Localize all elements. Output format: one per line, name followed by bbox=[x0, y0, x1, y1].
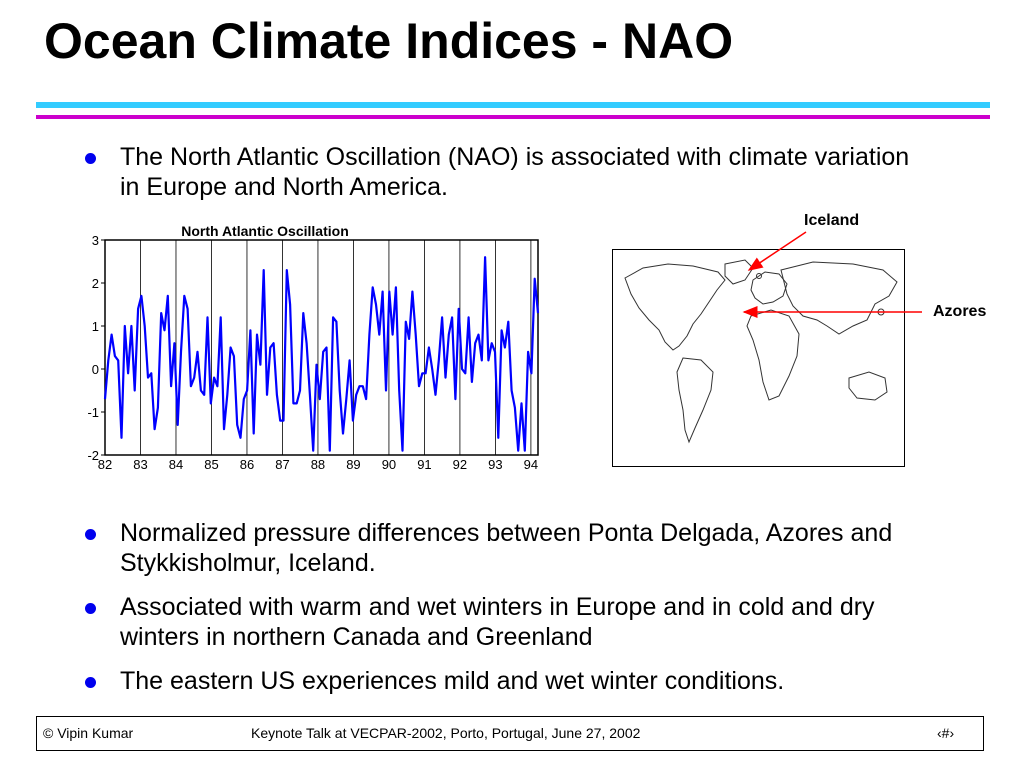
y-tick-label: -2 bbox=[87, 448, 99, 463]
x-tick-label: 83 bbox=[133, 457, 147, 472]
x-axis-ticks: 82 83 84 85 86 87 88 89 90 91 92 93 94 bbox=[98, 457, 538, 472]
x-tick-label: 88 bbox=[311, 457, 325, 472]
bullet-nao-intro: The North Atlantic Oscillation (NAO) is … bbox=[120, 143, 910, 201]
x-tick-label: 89 bbox=[346, 457, 360, 472]
footer-page-number: ‹#› bbox=[937, 725, 955, 741]
x-tick-label: 87 bbox=[275, 457, 289, 472]
title-rule-cyan bbox=[36, 102, 990, 108]
chart-plot-frame bbox=[104, 239, 539, 456]
x-tick-label: 92 bbox=[453, 457, 467, 472]
x-tick-label: 86 bbox=[240, 457, 254, 472]
x-tick-label: 90 bbox=[382, 457, 396, 472]
bullet-eastern-us: The eastern US experiences mild and wet … bbox=[120, 667, 785, 695]
y-tick-label: 0 bbox=[92, 362, 99, 377]
y-tick-label: 3 bbox=[92, 233, 99, 248]
europe-outline bbox=[750, 271, 788, 305]
slide-title: Ocean Climate Indices - NAO bbox=[44, 13, 734, 69]
x-tick-label: 85 bbox=[204, 457, 218, 472]
iceland-arrow bbox=[747, 231, 807, 271]
asia-outline bbox=[780, 261, 898, 335]
north-america-outline bbox=[624, 263, 726, 351]
bullet-dot bbox=[85, 677, 96, 688]
africa-outline bbox=[746, 309, 800, 401]
greenland-outline bbox=[724, 259, 754, 285]
y-tick-label: -1 bbox=[87, 405, 99, 420]
x-tick-label: 84 bbox=[169, 457, 183, 472]
bullet-normalized-pressure: Normalized pressure differences between … bbox=[120, 519, 893, 577]
iceland-label: Iceland bbox=[804, 212, 860, 229]
y-axis-ticks: 3 2 1 0 -1 -2 bbox=[87, 233, 105, 463]
footer-copyright: © Vipin Kumar bbox=[43, 725, 134, 741]
nao-line-chart: North Atlantic Oscillation 3 2 1 0 -1 -2 82 83… bbox=[87, 223, 540, 472]
australia-outline bbox=[848, 371, 888, 401]
world-map bbox=[612, 249, 905, 467]
footer-talk-info: Keynote Talk at VECPAR-2002, Porto, Port… bbox=[251, 725, 641, 741]
x-tick-label: 94 bbox=[524, 457, 538, 472]
world-map-outline bbox=[624, 259, 898, 444]
nao-series-line bbox=[103, 256, 540, 452]
bullet-dot bbox=[85, 529, 96, 540]
bullet-dot bbox=[85, 603, 96, 614]
y-tick-label: 2 bbox=[92, 276, 99, 291]
chart-title: North Atlantic Oscillation bbox=[181, 223, 349, 239]
x-tick-label: 93 bbox=[488, 457, 502, 472]
x-tick-label: 91 bbox=[417, 457, 431, 472]
title-rule-magenta bbox=[36, 115, 990, 119]
uk-outline bbox=[756, 273, 762, 279]
azores-label: Azores bbox=[933, 303, 987, 320]
bullet-winters: Associated with warm and wet winters in … bbox=[120, 593, 875, 651]
south-america-outline bbox=[676, 357, 714, 444]
x-tick-label: 82 bbox=[98, 457, 112, 472]
y-tick-label: 1 bbox=[92, 319, 99, 334]
bullet-dot bbox=[85, 153, 96, 164]
slide-footer: © Vipin Kumar Keynote Talk at VECPAR-200… bbox=[36, 716, 984, 751]
